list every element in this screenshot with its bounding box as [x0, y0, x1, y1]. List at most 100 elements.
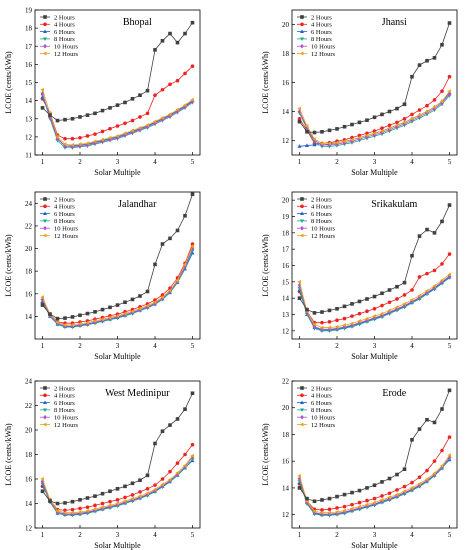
data-point [130, 309, 134, 314]
y-tick-label: 18 [25, 25, 33, 33]
data-point [123, 100, 127, 105]
legend-marker [43, 408, 47, 413]
data-point [85, 508, 89, 513]
data-point [380, 112, 384, 117]
x-tick-label: 4 [153, 158, 157, 166]
data-point [100, 506, 105, 511]
data-point [100, 307, 105, 312]
data-point [432, 471, 436, 476]
data-point [130, 118, 135, 123]
data-point [425, 417, 429, 422]
data-point [70, 116, 75, 121]
data-point [350, 314, 354, 318]
data-point [115, 501, 119, 506]
data-point [432, 459, 437, 463]
data-point [342, 508, 346, 513]
data-point [123, 499, 127, 505]
legend-marker [300, 197, 304, 201]
data-point [297, 296, 302, 300]
data-point [137, 494, 142, 499]
data-point [182, 262, 187, 267]
y-tick-label: 16 [25, 290, 33, 298]
y-tick-label: 20 [25, 245, 33, 253]
legend-label: 10 Hours [311, 415, 335, 422]
data-point [417, 234, 422, 238]
data-point [447, 74, 452, 79]
data-point [78, 506, 82, 511]
data-point [357, 488, 362, 493]
x-tick-label: 4 [410, 158, 414, 166]
data-point [183, 407, 187, 411]
data-point [182, 463, 187, 468]
data-point [190, 391, 195, 396]
data-point [145, 487, 150, 491]
data-point [168, 423, 172, 427]
data-point [447, 272, 451, 277]
data-point [167, 288, 172, 293]
data-point [425, 103, 429, 108]
x-tick-label: 4 [410, 342, 414, 350]
data-point [40, 477, 44, 481]
data-point [160, 295, 164, 300]
data-point [327, 511, 332, 517]
data-point [93, 310, 97, 314]
x-tick-label: 4 [153, 342, 157, 350]
data-point [432, 105, 436, 110]
data-point [327, 142, 332, 148]
data-point [334, 140, 339, 145]
data-point [335, 306, 339, 311]
data-point [350, 507, 354, 513]
x-tick-label: 5 [448, 158, 452, 166]
data-point [77, 142, 82, 147]
data-point [380, 126, 384, 130]
data-point [152, 119, 157, 124]
data-point [40, 87, 44, 92]
x-tick-label: 1 [41, 158, 45, 166]
y-tick-label: 11 [25, 152, 32, 160]
legend-marker [43, 393, 47, 398]
data-point [357, 504, 361, 509]
y-tick-label: 18 [25, 451, 33, 459]
data-point [70, 143, 74, 148]
series-4-hours [40, 64, 195, 141]
data-point [380, 303, 384, 308]
legend-label: 8 Hours [311, 407, 332, 414]
data-point [387, 476, 392, 481]
data-point [425, 58, 429, 63]
data-point [447, 435, 452, 439]
legend-label: 2 Hours [54, 385, 75, 392]
data-point [395, 472, 399, 477]
data-point [342, 316, 347, 321]
data-point [380, 498, 384, 504]
legend-marker [43, 15, 47, 19]
data-point [410, 74, 414, 79]
data-point [108, 106, 112, 110]
data-point [327, 141, 331, 146]
legend-marker [43, 29, 47, 34]
series-12-hours [40, 87, 194, 148]
y-tick-label: 16 [282, 79, 290, 87]
data-point [350, 322, 354, 328]
legend-marker [300, 393, 304, 398]
data-point [93, 494, 97, 498]
data-point [410, 438, 414, 442]
legend-marker [300, 15, 304, 19]
data-point [175, 278, 179, 283]
data-point [100, 137, 104, 142]
legend-marker [43, 386, 47, 390]
x-tick-label: 3 [116, 342, 120, 350]
data-point [425, 227, 429, 232]
legend-label: 6 Hours [311, 400, 332, 407]
data-point [417, 293, 421, 298]
data-point [350, 502, 354, 507]
data-point [312, 322, 316, 327]
data-point [440, 262, 444, 266]
data-point [320, 511, 324, 517]
data-point [342, 504, 347, 509]
legend-label: 8 Hours [54, 407, 75, 414]
data-point [190, 453, 194, 458]
data-point [364, 316, 369, 321]
data-point [168, 82, 172, 87]
legend-marker [299, 422, 304, 427]
data-point [395, 297, 399, 301]
